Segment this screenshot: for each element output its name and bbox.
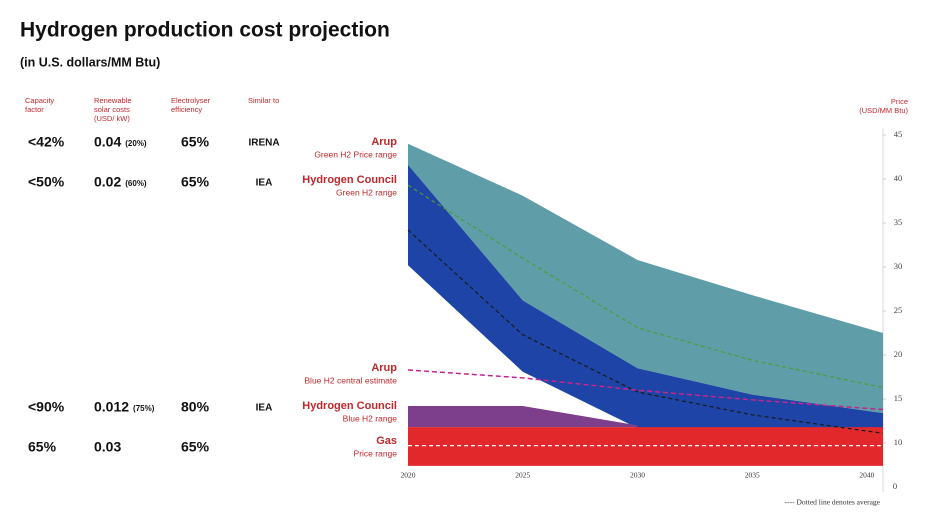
- footnote: ---- Dotted line denotes average: [785, 498, 881, 507]
- efficiency-cell: 65%: [181, 439, 210, 455]
- y-tick-label: 35: [894, 217, 903, 227]
- legend-name: Arup: [371, 136, 397, 148]
- range-area: [408, 164, 883, 442]
- range-area: [408, 427, 883, 466]
- table-header: efficiency: [171, 105, 202, 114]
- range-area: [408, 143, 883, 414]
- cost-cell: 0.04: [94, 134, 121, 150]
- legend-name: Hydrogen Council: [302, 400, 397, 412]
- y-axis-label: (USD/MM Btu): [859, 106, 908, 115]
- table-header: Similar to: [248, 96, 279, 105]
- x-tick-label: 2025: [515, 471, 530, 480]
- x-tick-label: 2030: [630, 471, 645, 480]
- similar-cell: IEA: [256, 178, 273, 189]
- capacity-cell: <50%: [28, 174, 65, 190]
- y-axis-label: Price: [891, 97, 908, 106]
- capacity-cell: <90%: [28, 399, 65, 415]
- cost-cell: 0.012: [94, 399, 129, 415]
- cost-cell: 0.02: [94, 174, 121, 190]
- line: [407, 369, 884, 411]
- range-area: [408, 406, 638, 428]
- y-tick-label: 40: [894, 173, 903, 183]
- share-cell: (75%): [133, 404, 155, 413]
- legend-description: Blue H2 range: [343, 413, 398, 423]
- share-cell: (60%): [125, 179, 147, 188]
- share-cell: (20%): [125, 139, 147, 148]
- legend-description: Green H2 range: [336, 187, 397, 197]
- efficiency-cell: 65%: [181, 174, 210, 190]
- similar-cell: IEA: [256, 403, 273, 414]
- y-tick-label: 45: [894, 129, 903, 139]
- y-tick-label: 10: [894, 437, 903, 447]
- table-header: (USD/ kW): [94, 114, 130, 123]
- x-tick-label: 2020: [401, 471, 416, 480]
- y-tick-label: 25: [894, 305, 903, 315]
- y-tick-label: 30: [894, 261, 903, 271]
- legend-description: Price range: [354, 448, 398, 458]
- x-tick-label: 2035: [745, 471, 760, 480]
- y-tick-label: 15: [894, 393, 903, 403]
- legend-name: Gas: [376, 435, 397, 447]
- table-header: Electrolyser: [171, 96, 211, 105]
- table-header: Renewable: [94, 96, 132, 105]
- cost-cell: 0.03: [94, 439, 121, 455]
- efficiency-cell: 80%: [181, 399, 210, 415]
- table-header: Capacity: [25, 96, 54, 105]
- y-axis-bottom-label: 0: [893, 481, 897, 491]
- x-tick-label: 2040: [859, 471, 874, 480]
- legend-name: Arup: [371, 362, 397, 374]
- capacity-cell: <42%: [28, 134, 65, 150]
- legend-description: Green H2 Price range: [314, 149, 397, 159]
- table-header: solar costs: [94, 105, 130, 114]
- similar-cell: IRENA: [248, 138, 279, 149]
- y-tick-label: 20: [894, 349, 903, 359]
- efficiency-cell: 65%: [181, 134, 210, 150]
- chart-title: Hydrogen production cost projection: [20, 19, 390, 42]
- capacity-cell: 65%: [28, 439, 57, 455]
- legend-description: Blue H2 central estimate: [304, 375, 397, 385]
- table-header: factor: [25, 105, 44, 114]
- legend-name: Hydrogen Council: [302, 174, 397, 186]
- chart-subtitle: (in U.S. dollars/MM Btu): [20, 55, 160, 69]
- average-line: [407, 229, 884, 434]
